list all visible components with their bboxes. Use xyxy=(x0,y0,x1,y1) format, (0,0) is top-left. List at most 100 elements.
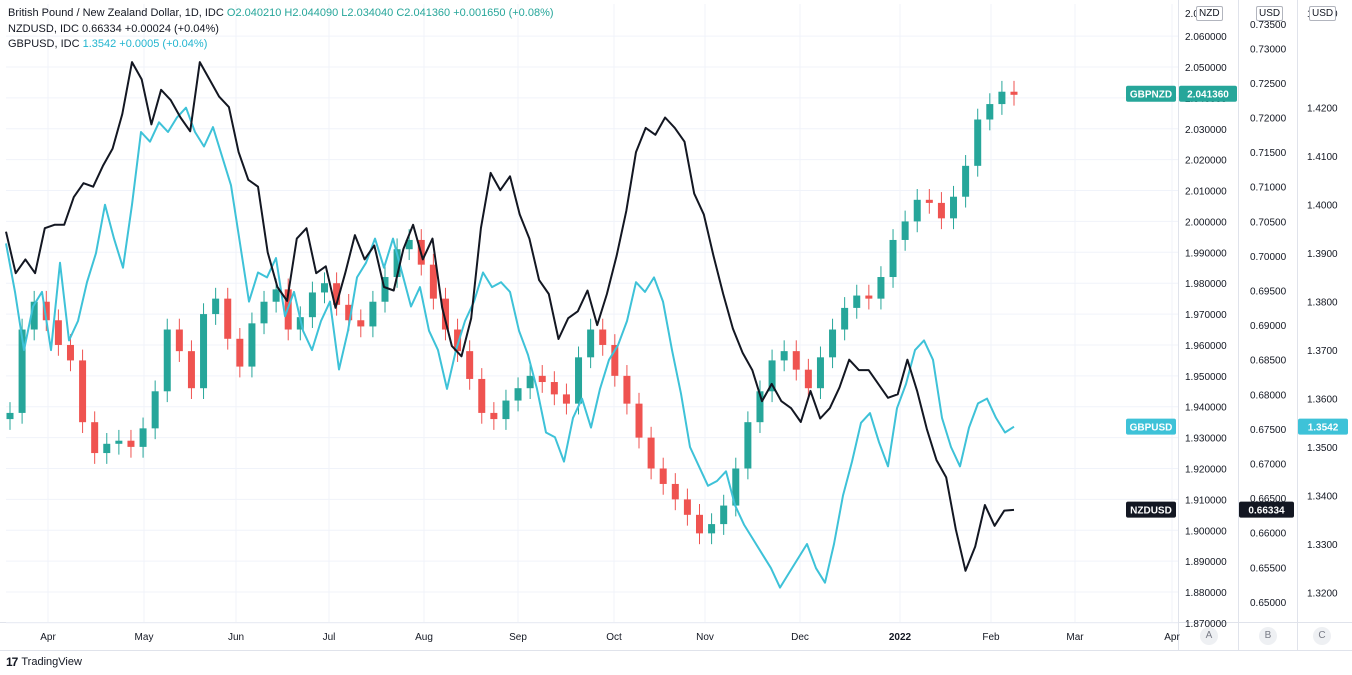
tick-label-gbpnzd: 1.880000 xyxy=(1185,588,1227,599)
candle-body xyxy=(1010,91,1018,95)
candle-body xyxy=(454,329,462,352)
tick-label-gbpnzd: 2.050000 xyxy=(1185,63,1227,74)
legend-row-nzdusd: NZDUSD, IDC 0.66334 +0.00024 (+0.04%) xyxy=(8,22,554,38)
candle-body xyxy=(79,360,87,423)
x-tick-label: Feb xyxy=(982,632,1000,643)
tick-label-nzdusd: 0.66500 xyxy=(1250,494,1287,505)
series-name-tag xyxy=(1126,501,1176,518)
candle-body xyxy=(889,239,897,278)
x-tick-label: Mar xyxy=(1066,632,1084,643)
tradingview-logo-icon: 17 xyxy=(6,655,18,669)
candle-body xyxy=(901,221,909,240)
candle-body xyxy=(623,375,631,404)
scale-c-button[interactable]: C xyxy=(1313,627,1331,645)
candle-body xyxy=(127,440,135,447)
price-value-tag xyxy=(1298,418,1348,435)
scale-unit-nzd[interactable]: NZD xyxy=(1196,6,1223,21)
candle-body xyxy=(200,314,208,389)
x-tick-label: Nov xyxy=(696,632,714,643)
tick-label-gbpusd: 1.3400 xyxy=(1307,491,1338,502)
candle-body xyxy=(708,524,716,534)
candle-body xyxy=(841,307,849,330)
legend-gbpnzd-change: +0.001650 (+0.08%) xyxy=(453,7,554,19)
nzdusd-line xyxy=(5,61,1015,572)
candle-body xyxy=(683,499,691,515)
tick-label-gbpusd: 1.3500 xyxy=(1307,443,1338,454)
tick-label-nzdusd: 0.65500 xyxy=(1250,563,1287,574)
x-tick-label: May xyxy=(135,632,154,643)
tick-label-gbpnzd: 1.950000 xyxy=(1185,372,1227,383)
scale-b-button[interactable]: B xyxy=(1259,627,1277,645)
tick-label-gbpnzd: 1.900000 xyxy=(1185,526,1227,537)
tick-label-gbpusd: 1.4100 xyxy=(1307,152,1338,163)
candle-body xyxy=(224,298,232,339)
series-name-tag-label: GBPNZD xyxy=(1130,90,1172,101)
price-value-tag xyxy=(1239,501,1294,518)
tick-label-nzdusd: 0.71500 xyxy=(1250,148,1287,159)
x-tick-label: Jul xyxy=(323,632,336,643)
candle-body xyxy=(756,391,764,423)
tick-label-gbpusd: 1.3700 xyxy=(1307,346,1338,357)
legend-gbpnzd-low: L2.034040 xyxy=(341,7,394,19)
tick-label-gbpnzd: 2.030000 xyxy=(1185,125,1227,136)
candle-body xyxy=(212,298,220,315)
candle-body xyxy=(429,264,437,299)
tick-label-nzdusd: 0.71000 xyxy=(1250,183,1287,194)
scale-unit-usd-b[interactable]: USD xyxy=(1256,6,1284,21)
candle-body xyxy=(671,483,679,500)
candle-body xyxy=(345,304,353,321)
x-tick-label: Apr xyxy=(1164,632,1180,643)
candle-body xyxy=(962,165,970,197)
candle-body xyxy=(18,329,26,413)
candle-body xyxy=(381,277,389,302)
candle-body xyxy=(333,283,341,305)
candle-body xyxy=(248,323,256,367)
legend-gbpnzd-name: British Pound / New Zealand Dollar, 1D, … xyxy=(8,7,224,19)
tick-label-gbpnzd: 1.940000 xyxy=(1185,403,1227,414)
candle-body xyxy=(647,437,655,469)
candle-body xyxy=(780,351,788,361)
candle-body xyxy=(804,369,812,389)
candle-body xyxy=(272,289,280,302)
candle-body xyxy=(187,351,195,389)
candle-body xyxy=(163,329,171,392)
candle-body xyxy=(30,301,38,330)
candle-body xyxy=(514,388,522,401)
tradingview-brand-label: TradingView xyxy=(21,656,82,668)
candle-body xyxy=(575,357,583,404)
legend-gbpnzd-close: C2.041360 xyxy=(396,7,451,19)
tick-label-gbpnzd: 1.910000 xyxy=(1185,495,1227,506)
price-value-tag xyxy=(1179,85,1237,102)
candle-body xyxy=(587,329,595,358)
candle-body xyxy=(937,202,945,219)
candle-body xyxy=(91,422,99,454)
x-tick-label: Aug xyxy=(415,632,433,643)
candle-body xyxy=(260,301,268,324)
candle-body xyxy=(466,351,474,379)
tick-label-gbpusd: 1.3900 xyxy=(1307,249,1338,260)
plot-area[interactable] xyxy=(6,4,1178,622)
series-name-tag-label: GBPUSD xyxy=(1130,423,1173,434)
tick-label-gbpnzd: 2.020000 xyxy=(1185,156,1227,167)
candle-body xyxy=(526,375,534,389)
tick-label-gbpnzd: 1.980000 xyxy=(1185,279,1227,290)
candle-body xyxy=(792,351,800,370)
candle-body xyxy=(853,295,861,308)
tick-label-gbpnzd: 1.920000 xyxy=(1185,465,1227,476)
tick-label-gbpnzd: 1.930000 xyxy=(1185,434,1227,445)
legend-gbpnzd-open: O2.040210 xyxy=(226,7,282,19)
tick-label-gbpusd: 1.4200 xyxy=(1307,104,1338,115)
scale-unit-usd-c[interactable]: USD xyxy=(1309,6,1337,21)
tick-label-nzdusd: 0.70500 xyxy=(1250,217,1287,228)
footer-branding: 17 TradingView xyxy=(6,655,82,669)
tick-label-nzdusd: 0.65000 xyxy=(1250,598,1287,609)
candle-body xyxy=(611,344,619,376)
x-tick-label: Dec xyxy=(791,632,809,643)
candle-body xyxy=(369,301,377,327)
scale-a-button[interactable]: A xyxy=(1200,627,1218,645)
gbpusd-line xyxy=(5,106,1015,589)
candle-body xyxy=(659,468,667,484)
tick-label-gbpnzd-partial: 2.0 xyxy=(1185,9,1199,20)
tick-label-nzdusd: 0.68000 xyxy=(1250,390,1287,401)
